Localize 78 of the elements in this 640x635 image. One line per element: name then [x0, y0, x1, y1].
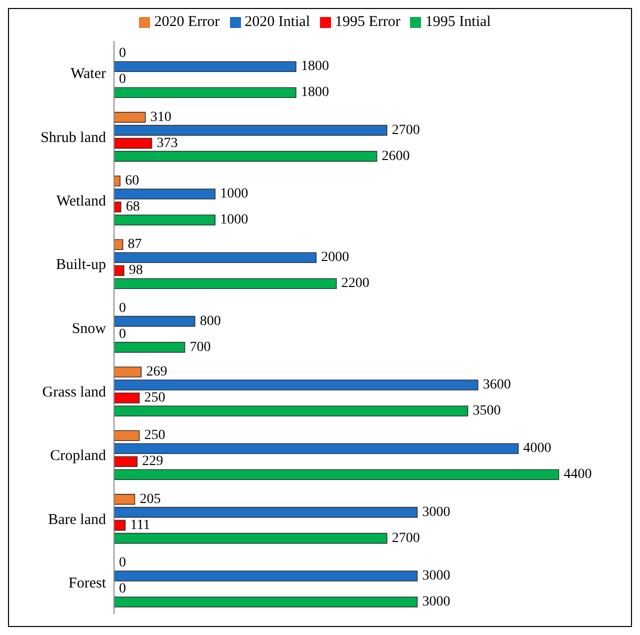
data-label: 4400	[564, 467, 592, 482]
data-label: 3000	[422, 568, 450, 584]
data-label: 111	[130, 518, 150, 533]
bar	[114, 380, 478, 390]
data-label: 0	[119, 555, 126, 570]
data-label: 0	[119, 300, 126, 316]
data-label: 800	[200, 314, 221, 329]
bar	[114, 112, 146, 123]
legend-label: 1995 Error	[335, 14, 400, 30]
bar	[114, 456, 138, 468]
bar	[114, 342, 186, 353]
bar	[114, 532, 388, 544]
bar	[114, 278, 337, 290]
data-label: 0	[119, 72, 126, 88]
data-label: 2200	[341, 276, 370, 292]
bar	[114, 596, 418, 608]
bar	[114, 202, 122, 212]
data-label: 310	[150, 110, 172, 125]
data-label: 0	[119, 326, 126, 342]
data-label: 3000	[422, 504, 450, 520]
bar	[114, 316, 196, 327]
data-label: 373	[156, 136, 178, 151]
data-label: 68	[126, 199, 140, 214]
bar	[114, 494, 136, 505]
y-tick-label: Forest	[68, 575, 107, 592]
data-label: 250	[144, 390, 166, 406]
data-label: 1800	[300, 59, 329, 74]
legend-label: 2020 Error	[154, 14, 220, 30]
bar	[114, 87, 296, 98]
y-tick-label: Grass land	[42, 384, 106, 400]
data-label: 1000	[220, 212, 248, 228]
data-label: 1000	[220, 186, 248, 202]
bar	[114, 392, 140, 404]
data-label: 229	[142, 454, 164, 470]
bar	[114, 265, 124, 276]
data-label: 3500	[472, 403, 501, 418]
bar	[114, 443, 519, 454]
bar	[114, 124, 388, 136]
data-label: 269	[146, 364, 168, 380]
data-label: 3600	[482, 377, 511, 392]
bar	[114, 138, 152, 149]
bar	[114, 506, 418, 518]
data-label: 250	[144, 428, 166, 444]
data-label: 0	[119, 581, 126, 596]
data-label: 0	[119, 46, 126, 62]
data-label: 2700	[392, 122, 420, 138]
y-tick-label: Shrub land	[40, 130, 106, 146]
bar	[114, 570, 418, 582]
y-tick-label: Wetland	[56, 193, 106, 210]
y-tick-label: Cropland	[50, 448, 106, 464]
data-label: 3000	[422, 594, 450, 610]
data-label: 60	[125, 173, 140, 188]
data-label: 2000	[321, 250, 350, 266]
bar	[114, 176, 120, 186]
legend-label: 1995 Intial	[425, 14, 491, 30]
bar	[114, 61, 296, 72]
bar	[114, 239, 124, 250]
y-tick-label: Water	[70, 66, 106, 82]
bar	[114, 406, 468, 416]
bar	[114, 430, 140, 442]
data-label: 2600	[382, 148, 410, 164]
data-label: 87	[128, 237, 142, 252]
bar	[114, 252, 317, 264]
bar	[114, 469, 560, 480]
y-tick-label: Bare land	[48, 512, 106, 528]
legend-label: 2020 Intial	[244, 14, 310, 30]
y-tick-label: Snow	[72, 320, 106, 337]
data-label: 700	[190, 340, 211, 355]
data-label: 1800	[300, 85, 329, 100]
data-label: 2700	[392, 530, 420, 546]
y-tick-label: Built-up	[56, 257, 106, 274]
bar	[114, 214, 216, 226]
data-label: 4000	[523, 441, 552, 456]
bar	[114, 366, 142, 378]
data-label: 205	[140, 492, 161, 507]
data-label: 98	[128, 263, 143, 278]
bar	[114, 150, 378, 162]
bar	[114, 188, 216, 200]
